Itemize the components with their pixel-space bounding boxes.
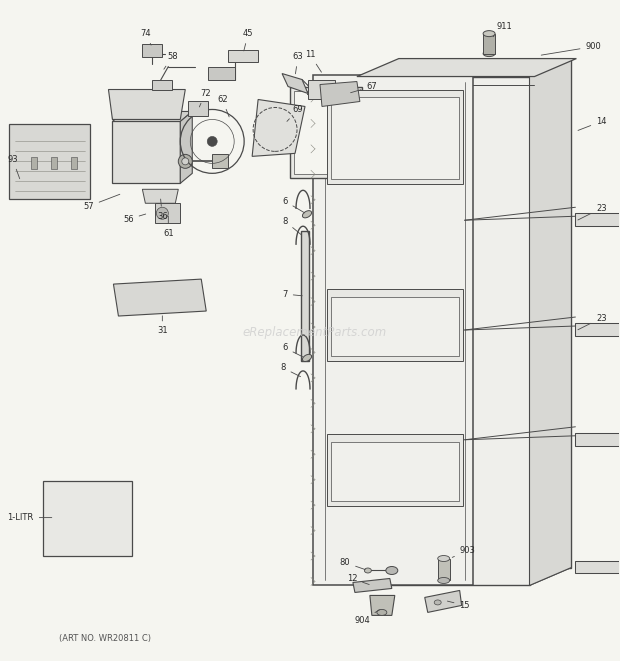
Text: 21: 21 — [0, 660, 1, 661]
Polygon shape — [320, 81, 360, 106]
Text: 911: 911 — [493, 22, 512, 37]
Ellipse shape — [182, 158, 188, 165]
Ellipse shape — [386, 566, 398, 574]
Polygon shape — [180, 112, 192, 183]
Ellipse shape — [303, 211, 312, 218]
Ellipse shape — [179, 155, 192, 169]
Text: 31: 31 — [157, 316, 167, 336]
Text: 61: 61 — [163, 216, 174, 238]
Text: 8: 8 — [282, 217, 301, 235]
Text: 23: 23 — [578, 204, 606, 220]
Text: 21: 21 — [0, 660, 1, 661]
Polygon shape — [112, 112, 192, 122]
Text: 45: 45 — [243, 29, 254, 51]
Text: 6: 6 — [282, 197, 304, 213]
Ellipse shape — [483, 51, 495, 57]
Ellipse shape — [438, 555, 450, 561]
Bar — [212, 155, 228, 169]
Polygon shape — [327, 289, 463, 361]
Text: 8: 8 — [280, 364, 301, 377]
Circle shape — [207, 136, 217, 146]
Text: 11: 11 — [305, 50, 321, 72]
Polygon shape — [208, 67, 235, 79]
Polygon shape — [327, 434, 463, 506]
Text: 62: 62 — [217, 95, 229, 117]
Text: 56: 56 — [123, 214, 146, 223]
Polygon shape — [331, 297, 459, 356]
Text: 1-LITR: 1-LITR — [7, 513, 52, 522]
Polygon shape — [313, 75, 472, 586]
Polygon shape — [483, 34, 495, 54]
Text: 6: 6 — [282, 344, 303, 357]
Text: 21: 21 — [0, 660, 1, 661]
Polygon shape — [113, 279, 206, 316]
Polygon shape — [43, 481, 133, 555]
Text: 23: 23 — [578, 313, 606, 330]
Polygon shape — [301, 231, 309, 361]
Text: eReplacementParts.com: eReplacementParts.com — [243, 327, 387, 340]
Ellipse shape — [483, 30, 495, 36]
Text: 57: 57 — [83, 194, 120, 211]
Polygon shape — [153, 79, 172, 89]
Text: 903: 903 — [452, 546, 476, 557]
Text: 72: 72 — [200, 89, 211, 107]
Ellipse shape — [377, 609, 387, 615]
Bar — [438, 559, 450, 580]
Polygon shape — [112, 122, 180, 183]
Polygon shape — [143, 44, 162, 57]
Polygon shape — [143, 189, 179, 204]
Polygon shape — [188, 102, 208, 116]
Circle shape — [156, 208, 168, 219]
Text: 904: 904 — [354, 610, 379, 625]
Text: 21: 21 — [0, 660, 1, 661]
Polygon shape — [365, 59, 572, 77]
Polygon shape — [9, 124, 91, 199]
Text: 67: 67 — [350, 82, 377, 93]
Text: 15: 15 — [448, 601, 470, 610]
Bar — [30, 157, 37, 169]
Polygon shape — [529, 59, 572, 586]
Text: 63: 63 — [293, 52, 303, 74]
Text: 74: 74 — [140, 29, 151, 45]
Polygon shape — [282, 73, 308, 93]
Ellipse shape — [438, 578, 450, 584]
Polygon shape — [252, 100, 305, 157]
Bar — [71, 157, 76, 169]
Polygon shape — [308, 79, 335, 100]
Text: 58: 58 — [164, 52, 177, 69]
Polygon shape — [357, 59, 577, 77]
Text: 12: 12 — [347, 574, 370, 584]
Text: (ART NO. WR20811 C): (ART NO. WR20811 C) — [60, 634, 151, 643]
Polygon shape — [575, 214, 620, 226]
Polygon shape — [108, 89, 185, 120]
Text: 14: 14 — [578, 117, 606, 130]
Text: 36: 36 — [157, 199, 167, 221]
Polygon shape — [407, 59, 572, 568]
Polygon shape — [370, 596, 395, 615]
Polygon shape — [331, 97, 459, 179]
Polygon shape — [365, 77, 529, 586]
Polygon shape — [327, 89, 463, 184]
Polygon shape — [575, 323, 620, 336]
Polygon shape — [575, 561, 620, 574]
Text: 93: 93 — [7, 155, 20, 178]
Polygon shape — [575, 433, 620, 446]
Polygon shape — [331, 442, 459, 500]
Ellipse shape — [303, 354, 312, 362]
Text: 900: 900 — [541, 42, 601, 55]
Text: 80: 80 — [340, 558, 365, 570]
Ellipse shape — [434, 600, 441, 605]
Text: 7: 7 — [282, 290, 302, 299]
Ellipse shape — [365, 568, 371, 573]
Polygon shape — [353, 578, 392, 592]
Text: 69: 69 — [287, 105, 303, 122]
Polygon shape — [425, 590, 462, 612]
Polygon shape — [294, 91, 358, 175]
Polygon shape — [156, 204, 180, 223]
Polygon shape — [290, 87, 362, 178]
Bar — [51, 157, 56, 169]
Polygon shape — [228, 50, 258, 61]
